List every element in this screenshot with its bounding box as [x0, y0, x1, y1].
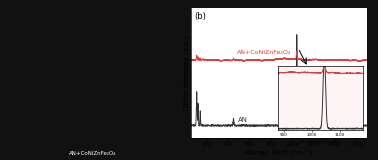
Bar: [0, 146, 184, 160]
Text: AN+CoNiZnFe₂O₄: AN+CoNiZnFe₂O₄: [237, 50, 291, 55]
X-axis label: Raman Shift (cm⁻¹): Raman Shift (cm⁻¹): [245, 148, 313, 156]
Text: (a): (a): [151, 137, 162, 146]
Text: (b): (b): [194, 12, 206, 21]
X-axis label: Raman Shift (cm$^{-1}$): Raman Shift (cm$^{-1}$): [299, 138, 341, 147]
Y-axis label: Offset Intensity (a.u.): Offset Intensity (a.u.): [183, 35, 189, 110]
Text: AN: AN: [238, 117, 248, 123]
Text: AN+CoNiZnFe₂O₄: AN+CoNiZnFe₂O₄: [68, 151, 116, 156]
Bar: [0, 146, 184, 160]
